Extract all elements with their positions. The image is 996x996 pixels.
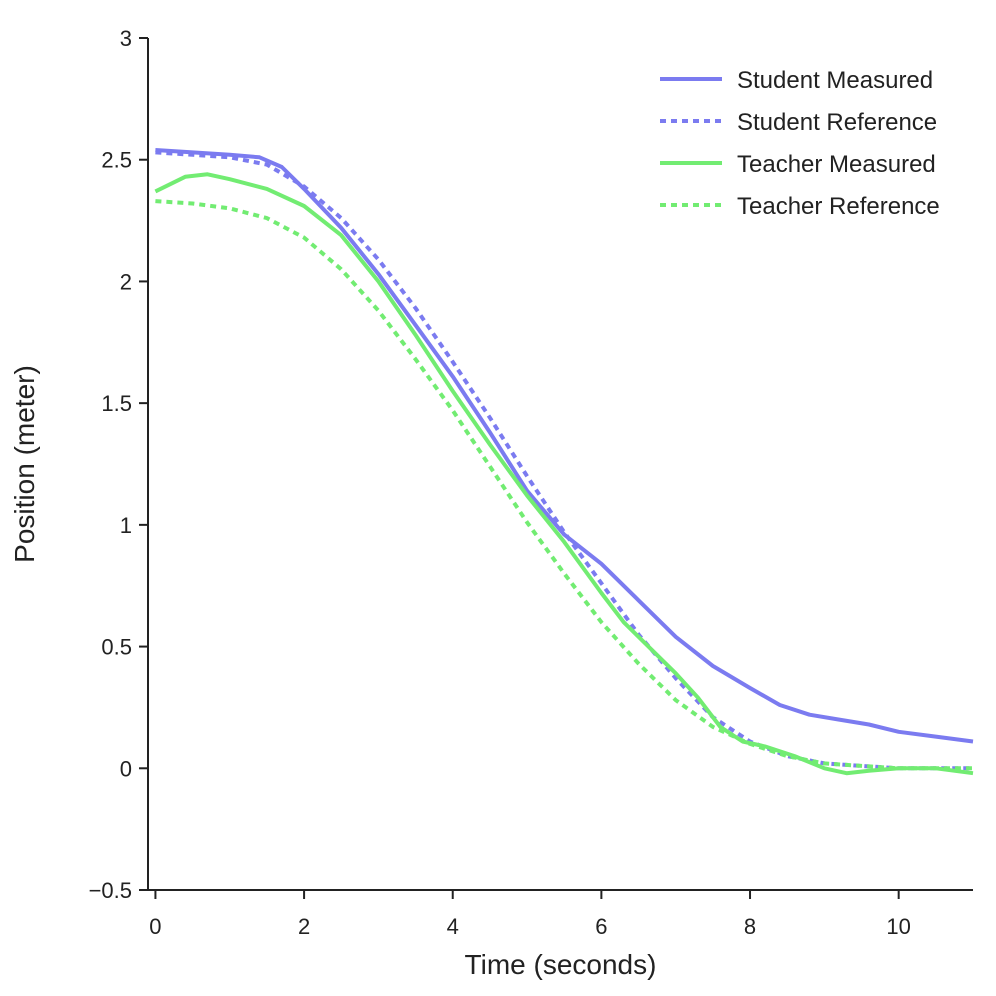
x-axis-ticks: 0 2 4 6 8 10 bbox=[149, 890, 911, 939]
y-tick-label: 0.5 bbox=[101, 635, 132, 660]
axes: 0 2 4 6 8 10 −0.5 0 0.5 1 1.5 2 2.5 3 bbox=[89, 26, 973, 939]
y-tick-label: 3 bbox=[120, 26, 132, 51]
y-tick-label: 2 bbox=[120, 269, 132, 294]
legend: Student Measured Student Reference Teacher… bbox=[660, 67, 940, 220]
y-axis-ticks: −0.5 0 0.5 1 1.5 2 2.5 3 bbox=[89, 26, 148, 903]
y-tick-label: 1.5 bbox=[101, 391, 132, 416]
y-tick-label: 0 bbox=[120, 756, 132, 781]
x-tick-label: 2 bbox=[298, 914, 310, 939]
y-tick-label: 2.5 bbox=[101, 148, 132, 173]
series-line-student-reference bbox=[155, 150, 973, 771]
legend-label: Student Reference bbox=[737, 109, 937, 136]
legend-label: Teacher Measured bbox=[737, 151, 936, 178]
plot-area bbox=[154, 148, 974, 776]
x-tick-label: 0 bbox=[149, 914, 161, 939]
y-axis-title: Position (meter) bbox=[9, 365, 40, 563]
series-line-teacher-reference bbox=[155, 199, 973, 771]
legend-label: Student Measured bbox=[737, 67, 933, 94]
x-axis-title: Time (seconds) bbox=[465, 949, 657, 980]
x-tick-label: 6 bbox=[595, 914, 607, 939]
series-line-teacher-measured bbox=[154, 172, 974, 776]
y-tick-label: −0.5 bbox=[89, 878, 132, 903]
legend-label: Teacher Reference bbox=[737, 193, 940, 220]
series-line-student-measured bbox=[155, 148, 974, 744]
x-tick-label: 10 bbox=[886, 914, 910, 939]
x-tick-label: 4 bbox=[447, 914, 459, 939]
x-tick-label: 8 bbox=[744, 914, 756, 939]
y-tick-label: 1 bbox=[120, 513, 132, 538]
